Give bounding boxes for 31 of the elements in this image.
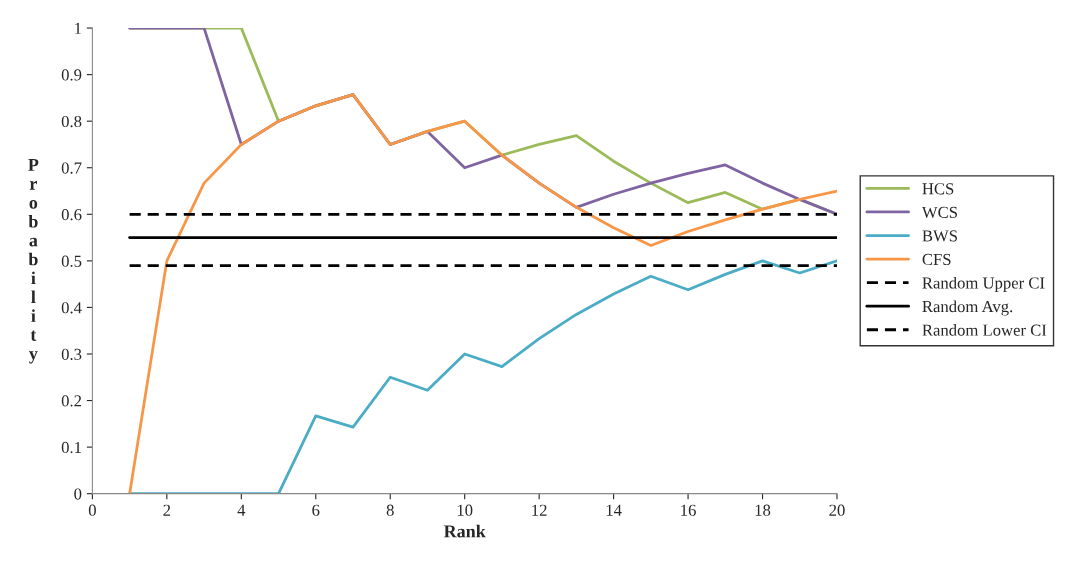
y-tick-label: 0.1 <box>61 441 81 454</box>
legend-label: Random Lower CI <box>922 324 1047 336</box>
y-tick-label: 0.9 <box>61 69 82 81</box>
x-tick-label: 8 <box>386 504 394 516</box>
y-tick-label: 0.5 <box>61 255 82 267</box>
x-tick-label: 18 <box>755 504 771 516</box>
legend-label: Random Avg. <box>922 300 1013 316</box>
legend-label: CFS <box>922 253 951 266</box>
text: Probability <box>28 158 39 364</box>
legend-label: BWS <box>922 230 957 242</box>
x-tick-label: 4 <box>237 504 246 516</box>
x-tick-label: 14 <box>606 504 622 516</box>
x-tick-label: 16 <box>681 504 696 516</box>
legend-label: Random Upper CI <box>922 276 1045 292</box>
y-tick-label: 0 <box>74 488 82 500</box>
y-tick-label: 0.4 <box>61 302 82 314</box>
x-tick-label: 2 <box>163 504 171 516</box>
y-tick-label: 1 <box>75 22 81 34</box>
x-tick-label: 10 <box>457 504 473 516</box>
y-tick-label: 0.6 <box>61 209 82 221</box>
x-axis-title: Rank <box>443 524 486 538</box>
y-tick-label: 0.7 <box>61 162 82 174</box>
x-tick-label: 12 <box>532 504 547 516</box>
legend-label: WCS <box>921 206 957 219</box>
legend-label: HCS <box>922 183 954 195</box>
y-tick-label: 0.3 <box>61 348 82 361</box>
y-tick-label: 0.2 <box>61 395 82 407</box>
y-tick-label: 0.8 <box>61 115 82 128</box>
x-tick-label: 20 <box>829 504 845 516</box>
x-tick-label: 0 <box>88 504 96 516</box>
x-tick-label: 6 <box>312 504 320 516</box>
